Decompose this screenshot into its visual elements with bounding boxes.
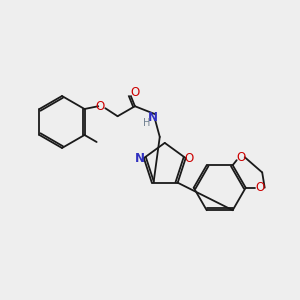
Text: N: N <box>148 111 158 124</box>
Text: O: O <box>130 86 140 99</box>
Text: O: O <box>96 100 105 113</box>
Text: H: H <box>142 118 150 128</box>
Text: O: O <box>184 152 193 165</box>
Text: O: O <box>236 151 245 164</box>
Text: O: O <box>255 181 264 194</box>
Text: N: N <box>135 152 145 165</box>
